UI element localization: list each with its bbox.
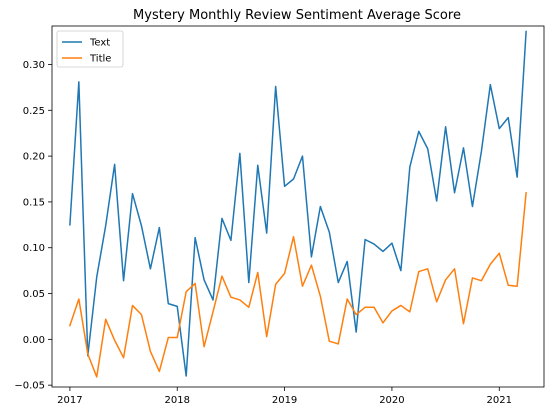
y-tick-label: 0.30 [23,60,45,71]
x-tick-label: 2018 [165,395,190,406]
y-tick-label: 0.20 [23,152,45,163]
y-tick-label: 0.10 [23,243,45,254]
y-tick-label: −0.05 [14,381,45,392]
chart-title: Mystery Monthly Review Sentiment Average… [133,8,461,23]
x-tick-label: 2021 [487,395,512,406]
y-tick-label: 0.25 [23,106,45,117]
legend-label-text: Text [89,38,110,49]
y-tick-label: 0.15 [23,197,45,208]
plot-area [68,30,527,378]
axes-frame [51,25,545,388]
x-tick-label: 2019 [272,395,297,406]
series-line-title [68,191,527,378]
legend-label-title: Title [89,54,111,65]
x-tick-label: 2020 [379,395,404,406]
x-tick-label: 2017 [57,395,82,406]
y-tick-label: 0.05 [23,289,45,300]
axes: 2017 2018 2019 2020 2021 −0.05 0.00 0.05 0.10 0.1… [14,25,545,406]
legend: Text Title [56,30,124,68]
y-tick-label: 0.00 [23,335,45,346]
series-line-text [69,30,527,377]
